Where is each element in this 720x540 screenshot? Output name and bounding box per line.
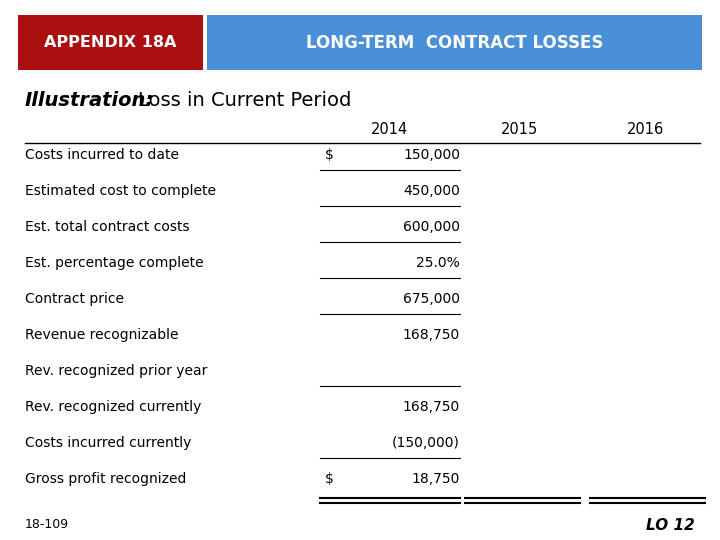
Text: APPENDIX 18A: APPENDIX 18A bbox=[44, 35, 176, 50]
Text: 2014: 2014 bbox=[372, 123, 409, 138]
Text: 450,000: 450,000 bbox=[403, 184, 460, 198]
Text: LO 12: LO 12 bbox=[647, 517, 695, 532]
Text: 675,000: 675,000 bbox=[403, 292, 460, 306]
Text: Costs incurred to date: Costs incurred to date bbox=[25, 148, 179, 162]
Text: Loss in Current Period: Loss in Current Period bbox=[138, 91, 351, 110]
Text: Est. total contract costs: Est. total contract costs bbox=[25, 220, 189, 234]
Text: 18-109: 18-109 bbox=[25, 518, 69, 531]
Text: 18,750: 18,750 bbox=[412, 472, 460, 486]
Text: Estimated cost to complete: Estimated cost to complete bbox=[25, 184, 216, 198]
Text: Costs incurred currently: Costs incurred currently bbox=[25, 436, 192, 450]
Text: 168,750: 168,750 bbox=[402, 400, 460, 414]
Text: 2016: 2016 bbox=[626, 123, 664, 138]
FancyBboxPatch shape bbox=[18, 15, 203, 70]
Text: $: $ bbox=[325, 148, 334, 162]
Text: 25.0%: 25.0% bbox=[416, 256, 460, 270]
Text: Est. percentage complete: Est. percentage complete bbox=[25, 256, 204, 270]
Text: (150,000): (150,000) bbox=[392, 436, 460, 450]
FancyBboxPatch shape bbox=[207, 15, 702, 70]
Text: Revenue recognizable: Revenue recognizable bbox=[25, 328, 179, 342]
Text: LONG-TERM  CONTRACT LOSSES: LONG-TERM CONTRACT LOSSES bbox=[306, 33, 603, 51]
Text: Contract price: Contract price bbox=[25, 292, 124, 306]
Text: 168,750: 168,750 bbox=[402, 328, 460, 342]
Text: Rev. recognized currently: Rev. recognized currently bbox=[25, 400, 202, 414]
Text: 150,000: 150,000 bbox=[403, 148, 460, 162]
Text: Gross profit recognized: Gross profit recognized bbox=[25, 472, 186, 486]
Text: $: $ bbox=[325, 472, 334, 486]
Text: Illustration:: Illustration: bbox=[25, 91, 154, 110]
Text: Rev. recognized prior year: Rev. recognized prior year bbox=[25, 364, 207, 378]
Text: 600,000: 600,000 bbox=[403, 220, 460, 234]
Text: 2015: 2015 bbox=[501, 123, 539, 138]
